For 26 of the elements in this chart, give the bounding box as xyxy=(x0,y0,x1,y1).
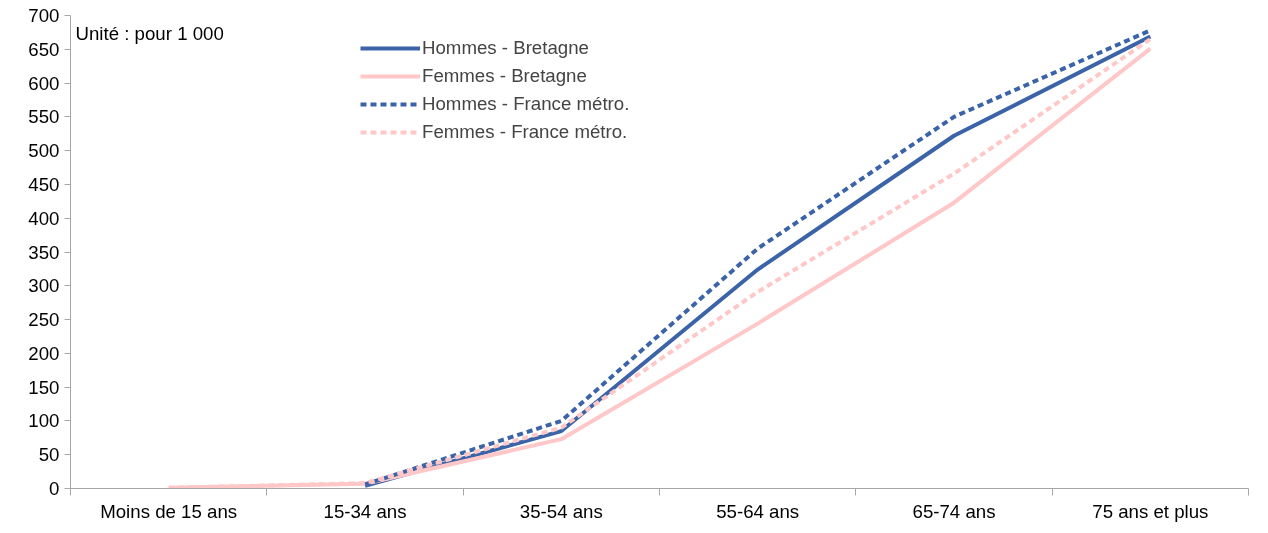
x-tick-label: 15-34 ans xyxy=(323,500,407,522)
y-tick-label: 650 xyxy=(28,38,60,60)
x-tick-label: Moins de 15 ans xyxy=(100,500,238,522)
legend-label: Femmes - France métro. xyxy=(422,121,628,143)
y-tick-label: 0 xyxy=(49,478,60,499)
x-tick-label: 35-54 ans xyxy=(519,500,603,522)
annotation: Unité : pour 1 000 xyxy=(75,22,224,44)
y-tick-label: 400 xyxy=(28,207,60,229)
legend-label: Hommes - France métro. xyxy=(422,93,630,115)
y-tick-label: 500 xyxy=(28,140,60,162)
x-tick-label: 55-64 ans xyxy=(716,500,800,522)
y-tick-label: 450 xyxy=(28,173,60,195)
x-tick-label: 75 ans et plus xyxy=(1092,500,1209,522)
y-tick-label: 300 xyxy=(28,275,60,297)
y-tick-label: 100 xyxy=(28,410,60,432)
y-tick-label: 150 xyxy=(28,376,60,398)
y-tick-label: 50 xyxy=(38,444,60,466)
y-tick-label: 700 xyxy=(28,5,60,26)
y-tick-label: 600 xyxy=(28,72,60,94)
legend-label: Femmes - Bretagne xyxy=(422,65,587,87)
y-tick-label: 250 xyxy=(28,309,60,331)
legend-label: Hommes - Bretagne xyxy=(422,37,589,59)
y-tick-label: 550 xyxy=(28,106,60,128)
y-tick-label: 200 xyxy=(28,342,60,364)
y-tick-label: 350 xyxy=(28,241,60,263)
x-tick-label: 65-74 ans xyxy=(912,500,996,522)
